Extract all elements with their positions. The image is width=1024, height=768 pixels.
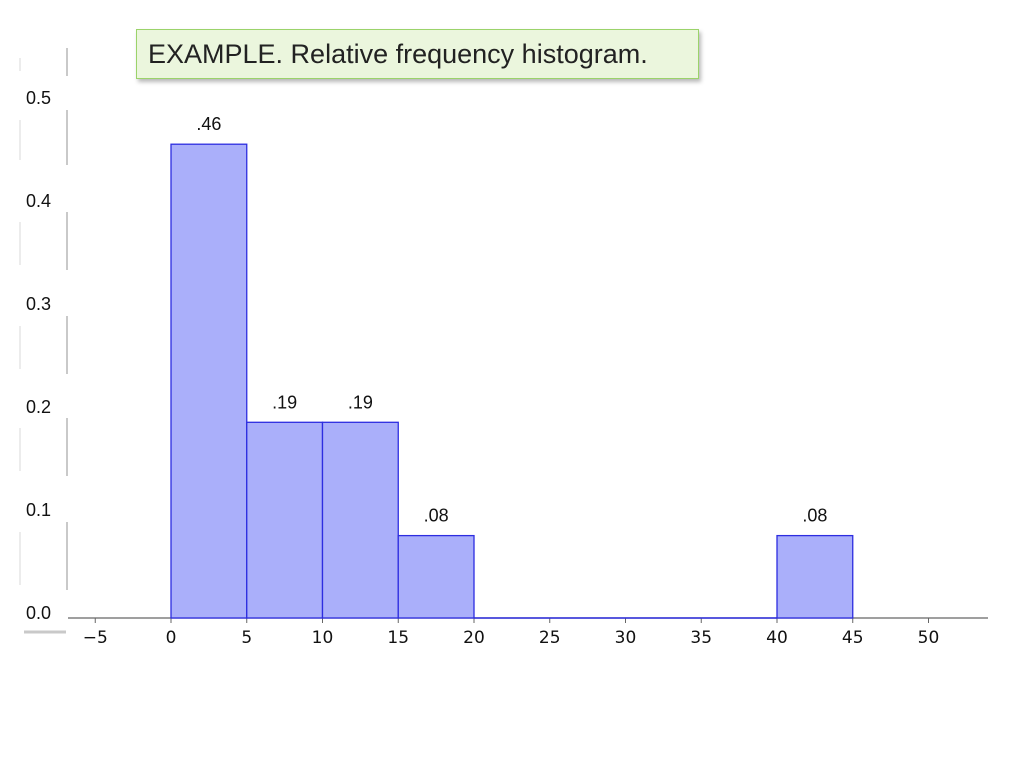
x-tick-labels: −5 0 5 10 15 20 25 30 35 40 45 50 [83,628,940,648]
data-label: .19 [348,392,373,412]
y-tick-label: 0.0 [26,603,51,623]
data-label: .46 [196,114,221,134]
x-tick-label: 15 [387,628,409,648]
x-tick-label: 20 [463,628,485,648]
data-label: .08 [802,506,827,526]
histogram-bar [246,421,324,619]
y-tick-label: 0.5 [26,88,51,108]
histogram-bar [170,143,248,619]
y-tick-label: 0.3 [26,294,51,314]
data-label: .08 [424,506,449,526]
x-tick-label: 50 [918,628,940,648]
x-tick-label: −5 [83,628,108,648]
y-tick-label: 0.4 [26,191,51,211]
x-tick-label: 0 [166,628,177,648]
x-tick-label: 35 [690,628,712,648]
data-labels-group: .46 .19 .19 .08 .08 [196,114,827,525]
x-tick-label: 5 [241,628,252,648]
y-tick-labels: 0.0 0.1 0.2 0.3 0.4 0.5 [26,88,51,623]
y-tick-label: 0.1 [26,500,51,520]
data-label: .19 [272,392,297,412]
histogram-bar [397,534,475,619]
x-tick-label: 10 [312,628,334,648]
y-axis [19,48,68,634]
y-tick-label: 0.2 [26,397,51,417]
x-tick-label: 40 [766,628,788,648]
bars-group [170,143,854,619]
histogram-bar [776,534,854,619]
x-tick-label: 25 [539,628,561,648]
x-tick-label: 45 [842,628,864,648]
x-tick-label: 30 [615,628,637,648]
chart-title: EXAMPLE. Relative frequency histogram. [136,29,699,79]
histogram-bar [321,421,399,619]
